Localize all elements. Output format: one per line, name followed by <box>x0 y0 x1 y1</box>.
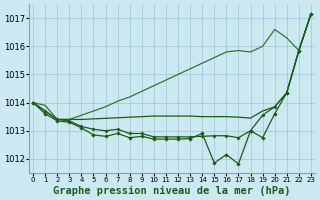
X-axis label: Graphe pression niveau de la mer (hPa): Graphe pression niveau de la mer (hPa) <box>53 186 291 196</box>
